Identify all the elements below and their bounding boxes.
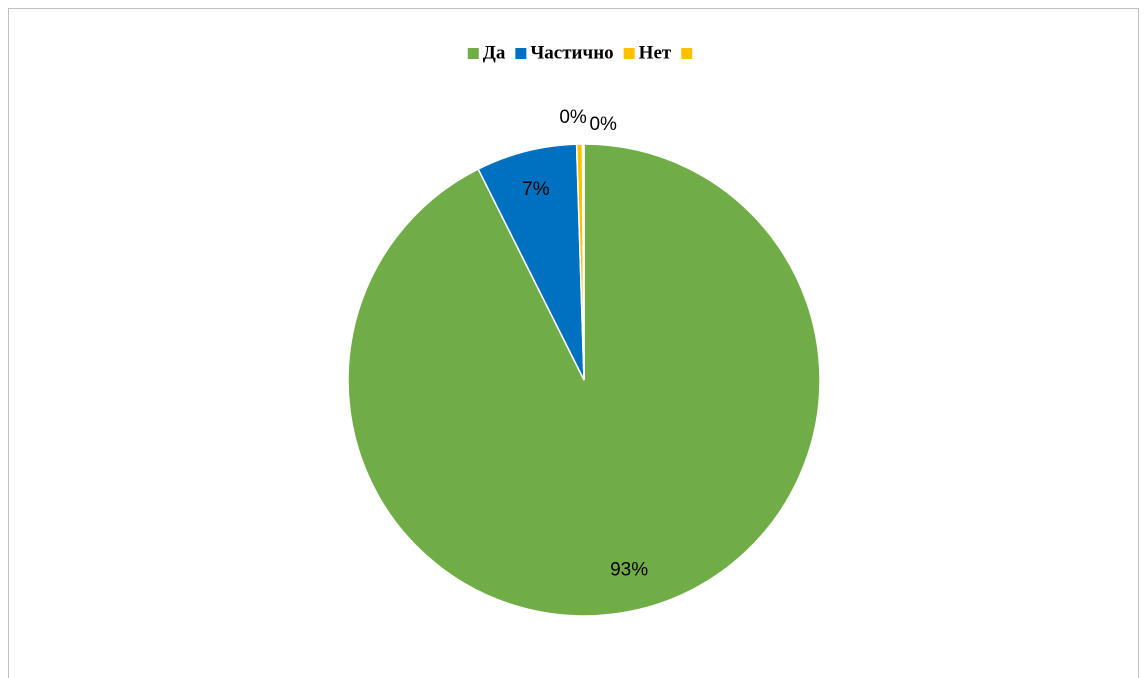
legend: Да Частично Нет	[467, 42, 693, 63]
legend-swatch	[681, 48, 693, 59]
data-label: 0%	[559, 107, 587, 128]
data-label: 7%	[522, 179, 550, 200]
legend-label: Нет	[639, 42, 672, 63]
legend-label: Да	[483, 42, 506, 63]
pie-slice	[581, 143, 585, 381]
legend-label: Частично	[530, 42, 613, 63]
legend-swatch	[515, 48, 527, 59]
chart-frame	[8, 8, 1139, 678]
data-label: 93%	[610, 560, 648, 581]
legend-swatch	[623, 48, 635, 59]
data-label: 0%	[589, 114, 617, 135]
legend-swatch	[467, 48, 479, 59]
